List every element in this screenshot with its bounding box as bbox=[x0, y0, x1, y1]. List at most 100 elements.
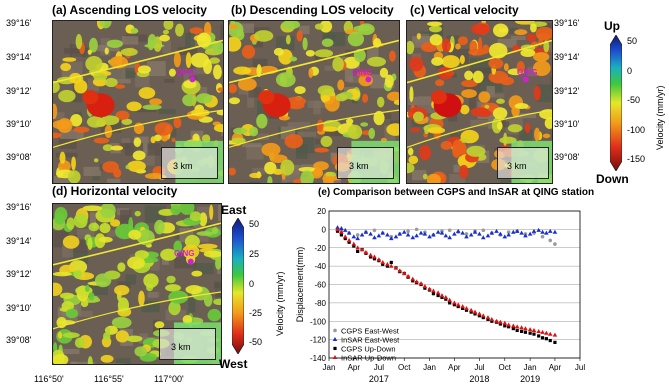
insar-up-down-point bbox=[443, 294, 449, 299]
cbh-tick-1: 25 bbox=[249, 249, 260, 259]
scale-bar-a bbox=[161, 147, 218, 179]
insar-up-down-point bbox=[544, 330, 549, 335]
insar-up-down-point bbox=[547, 331, 553, 336]
colorbar-vertical bbox=[610, 35, 622, 171]
insar-up-down-point bbox=[418, 281, 424, 286]
scale-bar-b bbox=[337, 147, 394, 179]
lat-tick-r1-3: 39°10' bbox=[6, 119, 32, 129]
x-tick-label: Jan bbox=[323, 363, 336, 372]
insar-east-west-point bbox=[376, 233, 382, 238]
cgps-up-down-point bbox=[503, 324, 507, 328]
insar-up-down-point bbox=[439, 293, 445, 298]
lon-tick-0: 116°50' bbox=[34, 374, 64, 384]
lat-tick-c-2: 39°12' bbox=[554, 86, 580, 96]
cgps-up-down-point bbox=[452, 303, 456, 307]
cgps-up-down-point bbox=[486, 317, 490, 322]
insar-up-down-point bbox=[514, 324, 520, 329]
insar-east-west-point bbox=[447, 235, 452, 240]
insar-east-west-point bbox=[427, 234, 432, 239]
panel-d-title: (d) Horizontal velocity bbox=[52, 184, 178, 198]
insar-east-west-point bbox=[368, 231, 373, 236]
cgps-east-west-point bbox=[540, 234, 545, 239]
panel-c-title: (c) Vertical velocity bbox=[410, 3, 519, 17]
station-label-b: QING bbox=[352, 68, 373, 77]
insar-east-west-point bbox=[431, 232, 436, 237]
cgps-east-west-point bbox=[548, 238, 553, 243]
cgps-up-down-point bbox=[385, 264, 390, 268]
insar-up-down-point bbox=[376, 257, 382, 262]
station-label-d: QING bbox=[174, 249, 195, 258]
insar-east-west-point bbox=[388, 236, 394, 241]
cgps-up-down-point bbox=[448, 301, 452, 305]
insar-east-west-point bbox=[380, 230, 386, 235]
insar-up-down-point bbox=[422, 283, 428, 288]
insar-up-down-point bbox=[536, 328, 541, 333]
cbh-tick-4: -50 bbox=[249, 337, 263, 347]
cgps-up-down-point bbox=[372, 257, 377, 261]
insar-up-down-point bbox=[385, 261, 390, 266]
scale-label-c: 3 km bbox=[507, 161, 527, 171]
insar-up-down-point bbox=[464, 305, 469, 310]
lat-tick-c-3: 39°10' bbox=[554, 119, 580, 129]
insar-east-west-point bbox=[422, 231, 428, 236]
insar-up-down-point bbox=[455, 302, 461, 307]
y-tick-label: -20 bbox=[314, 244, 326, 253]
insar-east-west-point bbox=[372, 235, 377, 240]
insar-up-down-point bbox=[552, 332, 558, 337]
insar-east-west-point bbox=[342, 227, 348, 232]
insar-east-west-point bbox=[527, 231, 533, 236]
insar-east-west-point bbox=[506, 232, 511, 237]
cgps-up-down-point bbox=[507, 325, 511, 329]
cgps-up-down-point bbox=[498, 322, 502, 326]
legend-marker-cgps-up-down bbox=[333, 346, 337, 351]
insar-east-west-point bbox=[511, 229, 516, 234]
insar-east-west-point bbox=[385, 232, 390, 237]
insar-up-down-point bbox=[485, 315, 491, 320]
cgps-up-down-point bbox=[523, 330, 528, 334]
insar-east-west-point bbox=[363, 229, 369, 234]
cgps-east-west-point bbox=[406, 229, 410, 234]
scale-label-a: 3 km bbox=[173, 161, 193, 171]
cgps-up-down-point bbox=[347, 240, 351, 244]
colorbar-horizontal-east-label: East bbox=[221, 203, 247, 217]
insar-up-down-point bbox=[477, 311, 482, 316]
scale-bar-d bbox=[159, 328, 216, 360]
panel-e-title: (e) Comparison between CGPS and InSAR at… bbox=[318, 187, 595, 198]
insar-east-west-point bbox=[359, 232, 365, 237]
insar-up-down-point bbox=[380, 260, 386, 265]
cgps-up-down-point bbox=[544, 337, 548, 341]
x-tick-label: Apr bbox=[448, 363, 461, 372]
insar-up-down-point bbox=[401, 271, 407, 276]
insar-east-west-point bbox=[339, 226, 344, 231]
insar-east-west-point bbox=[443, 233, 449, 238]
cbh-tick-2: 0 bbox=[249, 279, 255, 289]
insar-east-west-point bbox=[514, 228, 520, 233]
insar-east-west-point bbox=[401, 229, 407, 234]
legend-marker-insar-up-down bbox=[332, 355, 338, 360]
cgps-up-down-point bbox=[339, 233, 343, 237]
insar-east-west-point bbox=[552, 229, 558, 234]
scale-label-d: 3 km bbox=[171, 342, 191, 352]
insar-up-down-point bbox=[540, 329, 545, 334]
insar-east-west-point bbox=[393, 234, 399, 239]
insar-east-west-point bbox=[540, 229, 545, 234]
insar-east-west-point bbox=[498, 231, 503, 236]
insar-up-down-point bbox=[531, 328, 537, 333]
x-tick-label: Jul bbox=[374, 363, 384, 372]
insar-east-west-point bbox=[477, 231, 482, 236]
insar-up-down-point bbox=[498, 319, 503, 324]
insar-up-down-point bbox=[511, 323, 516, 328]
plot-frame bbox=[328, 210, 581, 359]
cgps-up-down-point bbox=[423, 286, 427, 290]
cbv-tick-1: 0 bbox=[627, 66, 633, 76]
lon-tick-2: 117°00' bbox=[154, 374, 184, 384]
x-tick-label: Jan bbox=[524, 363, 537, 372]
cgps-up-down-point bbox=[461, 306, 465, 310]
lat-tick-c-1: 39°14' bbox=[554, 52, 580, 62]
insar-up-down-point bbox=[452, 300, 457, 305]
lat-tick-r1-4: 39°08' bbox=[6, 152, 32, 162]
x-year-label: 2017 bbox=[369, 374, 389, 384]
insar-east-west-point bbox=[355, 236, 360, 241]
insar-east-west-point bbox=[455, 228, 461, 233]
insar-up-down-point bbox=[355, 245, 360, 250]
